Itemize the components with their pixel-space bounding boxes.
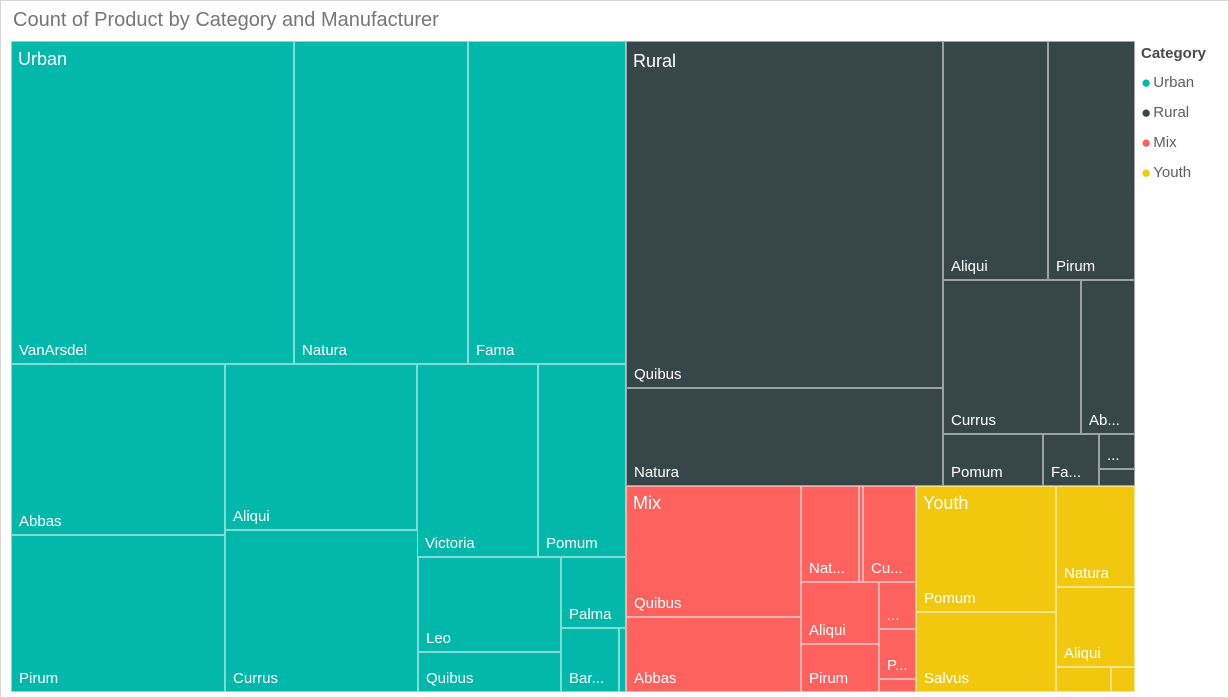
category-label-urban: Urban bbox=[18, 49, 68, 69]
tile-label: Palma bbox=[569, 606, 612, 623]
tile-label: Salvus bbox=[924, 670, 970, 687]
tile-label: Fa... bbox=[1051, 464, 1082, 481]
tile-label: Ab... bbox=[1089, 412, 1120, 429]
category-label-mix: Mix bbox=[633, 493, 661, 513]
tile-label: Natura bbox=[634, 464, 680, 481]
treemap-tile-rural-more[interactable]: ... bbox=[1099, 434, 1135, 469]
legend-item-youth[interactable]: ● Youth bbox=[1141, 164, 1227, 181]
legend-item-mix[interactable]: ● Mix bbox=[1141, 134, 1227, 151]
treemap-tile-rural-quibus[interactable]: Quibus bbox=[626, 41, 943, 388]
tile-label: VanArsdel bbox=[19, 342, 88, 359]
treemap-tile-urban-natura[interactable]: Natura bbox=[294, 41, 468, 364]
treemap-tile-mix-unlabeled[interactable] bbox=[859, 486, 863, 582]
legend-bullet: ● bbox=[1141, 163, 1152, 182]
tile-label: Nat... bbox=[809, 560, 845, 577]
treemap-tile-rural-pomum[interactable]: Pomum bbox=[943, 434, 1043, 486]
tile-label: Aliqui bbox=[233, 508, 270, 525]
treemap-tile-urban-vanarsdel[interactable]: VanArsdel bbox=[11, 41, 294, 364]
tile-label: Pomum bbox=[546, 535, 598, 552]
tile-label: Aliqui bbox=[951, 258, 988, 275]
treemap-tile-urban-bar[interactable]: Bar... bbox=[561, 628, 619, 692]
treemap-tile-urban-currus[interactable]: Currus bbox=[225, 530, 418, 692]
treemap-tile-rural-pirum[interactable]: Pirum bbox=[1048, 41, 1135, 280]
tile-label: Quibus bbox=[426, 670, 474, 687]
treemap-tile-mix-nat[interactable]: Nat... bbox=[801, 486, 859, 582]
treemap-tile-urban-victoria[interactable]: Victoria bbox=[417, 364, 538, 557]
tile-label: Pomum bbox=[924, 590, 976, 607]
treemap-tile-youth-salvus[interactable]: Salvus bbox=[916, 612, 1056, 692]
legend-item-label: Youth bbox=[1153, 164, 1192, 181]
tile-label: Fama bbox=[476, 342, 515, 359]
treemap-tile-youth-unlabeled[interactable] bbox=[1111, 667, 1135, 692]
tile-label: Victoria bbox=[425, 535, 475, 552]
legend-item-label: Rural bbox=[1153, 104, 1190, 121]
legend-item-rural[interactable]: ● Rural bbox=[1141, 104, 1227, 121]
treemap-tile-rural-natura[interactable]: Natura bbox=[626, 388, 943, 486]
tile-label: Currus bbox=[233, 670, 279, 687]
legend-item-urban[interactable]: ● Urban bbox=[1141, 74, 1227, 91]
tile-label: ... bbox=[887, 607, 900, 624]
tile-label: Currus bbox=[951, 412, 997, 429]
treemap-tile-urban-abbas[interactable]: Abbas bbox=[11, 364, 225, 535]
legend-bullet: ● bbox=[1141, 103, 1152, 122]
tile-label: Aliqui bbox=[809, 622, 846, 639]
treemap-tile-rural-aliqui[interactable]: Aliqui bbox=[943, 41, 1048, 280]
treemap-tile-mix-p[interactable]: P... bbox=[879, 629, 916, 679]
tile-label: Bar... bbox=[569, 670, 605, 687]
treemap-tile-youth-natura[interactable]: Natura bbox=[1056, 486, 1135, 587]
tile-label: Cu... bbox=[871, 560, 903, 577]
treemap-tile-youth-pomum[interactable]: Pomum bbox=[916, 486, 1056, 612]
tile-label: P... bbox=[887, 657, 908, 674]
treemap-tile-mix-unlabeled[interactable] bbox=[879, 679, 916, 692]
treemap-tile-youth-unlabeled[interactable] bbox=[1056, 667, 1111, 692]
treemap-tile-urban-pomum[interactable]: Pomum bbox=[538, 364, 626, 557]
treemap-tile-rural-ab[interactable]: Ab... bbox=[1081, 280, 1135, 434]
tile-label: Natura bbox=[302, 342, 348, 359]
legend: Category ● Urban ● Rural ● Mix ● Youth bbox=[1141, 45, 1227, 194]
chart-title: Count of Product by Category and Manufac… bbox=[13, 9, 439, 31]
tile-label: Pomum bbox=[951, 464, 1003, 481]
tile-label: Quibus bbox=[634, 366, 682, 383]
legend-item-label: Urban bbox=[1153, 74, 1195, 91]
tile-label: Pirum bbox=[809, 670, 849, 687]
treemap-tile-mix-pirum[interactable]: Pirum bbox=[801, 644, 879, 692]
legend-item-label: Mix bbox=[1153, 134, 1177, 151]
treemap-tile-urban-leo[interactable]: Leo bbox=[418, 557, 561, 652]
tile-label: Pirum bbox=[19, 670, 59, 687]
tile-label: Leo bbox=[426, 630, 452, 647]
treemap-tile-mix-quibus[interactable]: Quibus bbox=[626, 486, 801, 617]
treemap-tile-urban-fama[interactable]: Fama bbox=[468, 41, 626, 364]
treemap-tile-urban-unlabeled[interactable] bbox=[619, 628, 626, 692]
treemap-tile-urban-palma[interactable]: Palma bbox=[561, 557, 626, 628]
treemap-tile-mix-abbas[interactable]: Abbas bbox=[626, 617, 801, 692]
legend-bullet: ● bbox=[1141, 133, 1152, 152]
tile-label: Quibus bbox=[634, 595, 682, 612]
legend-title: Category bbox=[1141, 45, 1207, 62]
tile-label: Natura bbox=[1064, 565, 1110, 582]
treemap-tile-mix-aliqui[interactable]: Aliqui bbox=[801, 582, 879, 644]
treemap-tile-rural-fa[interactable]: Fa... bbox=[1043, 434, 1099, 486]
treemap-tile-youth-aliqui[interactable]: Aliqui bbox=[1056, 587, 1135, 667]
treemap-tile-mix-more[interactable]: ... bbox=[879, 582, 916, 629]
tile-label: Aliqui bbox=[1064, 645, 1101, 662]
treemap-tile-urban-aliqui[interactable]: Aliqui bbox=[225, 364, 417, 530]
treemap-tile-rural-currus[interactable]: Currus bbox=[943, 280, 1081, 434]
treemap-tile-rural-unlabeled[interactable] bbox=[1099, 469, 1135, 486]
legend-bullet: ● bbox=[1141, 73, 1152, 92]
tile-label: Abbas bbox=[19, 513, 62, 530]
tile-label: ... bbox=[1107, 447, 1120, 464]
tile-label: Pirum bbox=[1056, 258, 1096, 275]
tile-label: Abbas bbox=[634, 670, 677, 687]
category-label-youth: Youth bbox=[923, 493, 969, 513]
treemap-tile-mix-cu[interactable]: Cu... bbox=[863, 486, 916, 582]
treemap-tile-urban-quibus[interactable]: Quibus bbox=[418, 652, 561, 692]
treemap-tile-urban-pirum[interactable]: Pirum bbox=[11, 535, 225, 692]
category-label-rural: Rural bbox=[633, 51, 677, 71]
